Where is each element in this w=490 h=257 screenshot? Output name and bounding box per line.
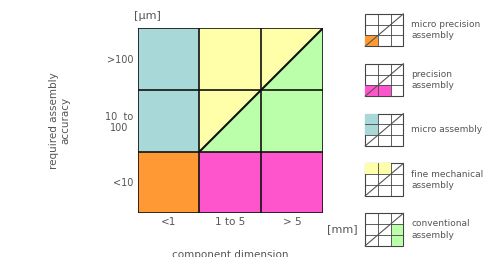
Text: [μm]: [μm] [134, 11, 161, 21]
Bar [365, 114, 403, 146]
Bar [365, 114, 378, 124]
Bar [365, 163, 403, 196]
Bar [261, 152, 323, 213]
Polygon shape [199, 90, 261, 152]
Text: required assembly
accuracy: required assembly accuracy [49, 72, 71, 169]
Polygon shape [199, 90, 261, 152]
Bar [365, 85, 378, 96]
Bar [365, 14, 403, 46]
Bar [138, 28, 199, 90]
Bar [365, 163, 378, 174]
Bar [391, 235, 403, 246]
Bar [365, 124, 378, 135]
Bar [365, 64, 403, 96]
Text: fine mechanical
assembly: fine mechanical assembly [411, 170, 483, 190]
Bar [378, 163, 391, 174]
Text: micro assembly: micro assembly [411, 125, 482, 134]
Bar [378, 85, 391, 96]
Bar [199, 152, 261, 213]
Bar [365, 213, 403, 246]
Text: micro precision
assembly: micro precision assembly [411, 20, 480, 40]
Bar [138, 152, 199, 213]
Text: [mm]: [mm] [326, 224, 357, 234]
Polygon shape [261, 28, 323, 90]
Text: precision
assembly: precision assembly [411, 70, 454, 90]
Text: component dimension: component dimension [172, 250, 289, 257]
Bar [199, 28, 261, 90]
Bar [391, 224, 403, 235]
Bar [365, 35, 378, 46]
Text: conventional
assembly: conventional assembly [411, 219, 469, 240]
Bar [138, 90, 199, 152]
Bar [261, 90, 323, 152]
Polygon shape [261, 28, 323, 90]
